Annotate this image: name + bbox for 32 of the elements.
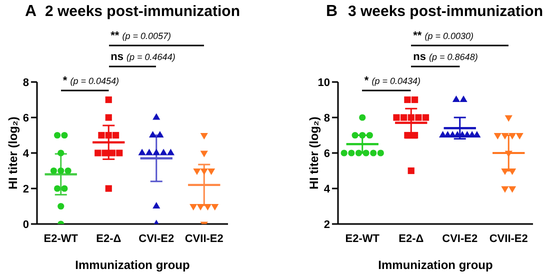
x-tick-label: E2-WT — [44, 232, 78, 245]
x-tick-label: CVI-E2 — [138, 232, 174, 245]
y-tick-label: 8 — [22, 76, 29, 89]
y-tick-label: 4 — [324, 183, 331, 196]
y-axis-title: HI titer (log₂) — [307, 116, 321, 190]
text: ** (p = 0.0057) — [110, 30, 172, 42]
x-tick-label: CVI-E2 — [442, 232, 478, 245]
text: ns (p = 0.4644) — [110, 51, 176, 63]
annotation: * (p = 0.0434) — [364, 75, 421, 87]
y-tick-label: 6 — [22, 112, 29, 124]
y-tick-label: 8 — [324, 112, 330, 124]
y-tick-label: 2 — [22, 183, 29, 196]
y-tick-label: 4 — [22, 148, 30, 160]
x-tick-label: CVII-E2 — [184, 232, 224, 245]
x-axis-title: Immunization group — [377, 258, 494, 272]
x-tick-label: E2-Δ — [398, 232, 424, 245]
chart-title: 3 weeks post-immunization — [346, 3, 544, 20]
y-axis-title: HI titer (log₂) — [6, 116, 20, 190]
annotation: * (p = 0.0454) — [62, 75, 120, 87]
y-tick-label: 2 — [324, 218, 330, 231]
x-tick-label: CVII-E2 — [489, 232, 528, 245]
text: B — [326, 3, 338, 21]
y-tick-label: 10 — [318, 76, 330, 89]
text: A — [25, 3, 37, 21]
chart-title: 2 weeks post-immunization — [44, 3, 242, 20]
y-tick-label: 6 — [324, 148, 330, 160]
y-tick-label: 0 — [22, 218, 29, 231]
text: ns (p = 0.8648) — [413, 51, 478, 63]
text: ** (p = 0.0030) — [413, 30, 474, 42]
x-tick-label: E2-WT — [345, 232, 380, 245]
x-tick-label: E2-Δ — [96, 232, 122, 245]
x-axis-title: Immunization group — [74, 258, 191, 272]
